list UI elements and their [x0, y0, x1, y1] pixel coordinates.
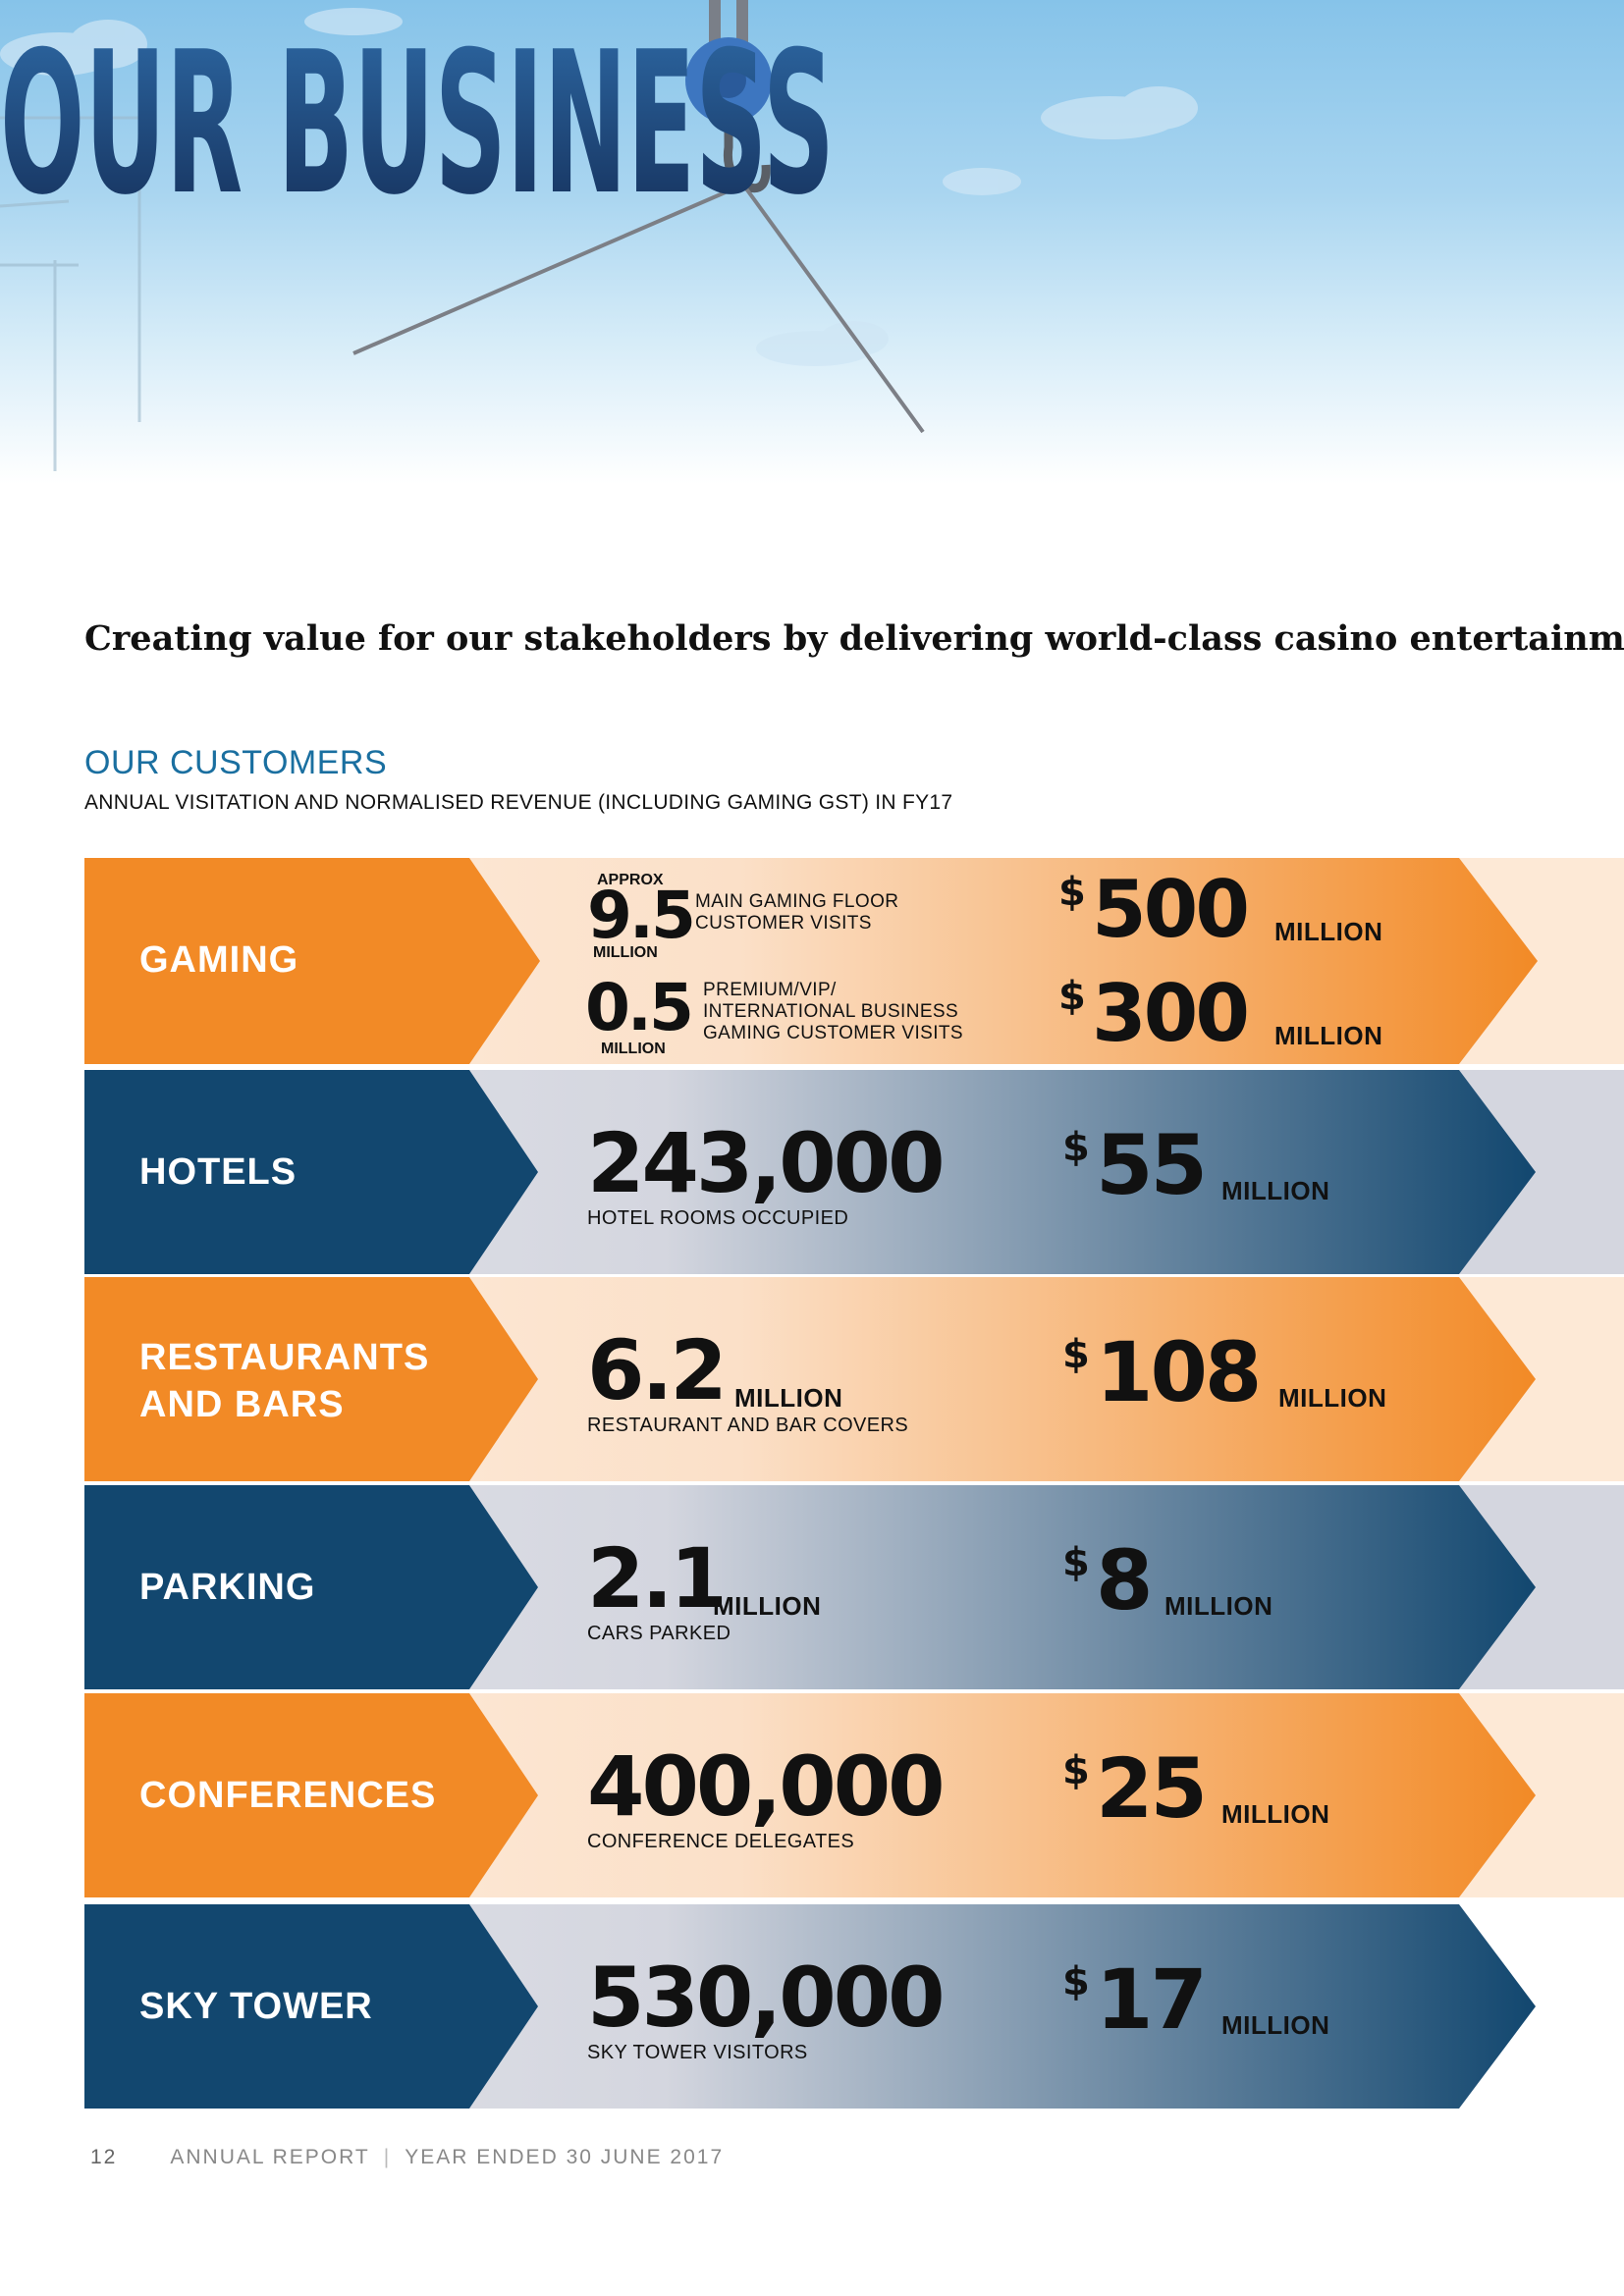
revenue-value: 108 [1096, 1324, 1262, 1420]
visitation-caption: HOTEL ROOMS OCCUPIED [587, 1207, 849, 1229]
main-visits-value: 9.5 [587, 878, 696, 953]
category-label: RESTAURANTS AND BARS [139, 1337, 430, 1425]
crane-hook-icon [352, 0, 925, 434]
visitation-caption: RESTAURANT AND BAR COVERS [587, 1415, 909, 1436]
visitation-value: 6.2 [587, 1322, 728, 1418]
visitation-value: 400,000 [587, 1738, 946, 1835]
page-number: 12 [90, 2146, 118, 2168]
approx-label: APPROX [597, 872, 664, 888]
section-heading: OUR CUSTOMERS [84, 744, 388, 781]
revenue-value: 55 [1096, 1117, 1208, 1213]
gaming-revenue-1: 500 [1092, 864, 1250, 955]
category-label: CONFERENCES [139, 1775, 437, 1816]
footer-divider: | [383, 2146, 392, 2168]
our-business-title-graphic: OUR BUSINESS [0, 10, 835, 236]
visitation-value: 530,000 [587, 1949, 946, 2046]
visitation-unit: MILLION [734, 1383, 843, 1413]
crane-silhouette-icon [0, 98, 147, 471]
gaming-revenue-2-unit: MILLION [1274, 1021, 1383, 1050]
vip-visits-value: 0.5 [585, 970, 694, 1045]
vip-visits-desc: PREMIUM/VIP/INTERNATIONAL BUSINESS GAMING… [703, 980, 963, 1043]
currency-symbol: $ [1058, 870, 1086, 915]
currency-symbol: $ [1062, 1332, 1090, 1377]
revenue-value: 8 [1096, 1532, 1153, 1629]
metric-row: CONFERENCES 400,000 CONFERENCE DELEGATES $2… [84, 1693, 1624, 1897]
gaming-row: GAMING APPROX 9.5 MILLION MAIN GAMING FL… [84, 858, 1624, 1064]
metric-row: PARKING 2.1 MILLION CARS PARKED $8 MILLION [84, 1485, 1624, 1689]
footer-period: YEAR ENDED 30 JUNE 2017 [405, 2146, 725, 2168]
currency-symbol: $ [1062, 1125, 1090, 1170]
category-label: HOTELS [139, 1151, 298, 1193]
vip-visits-unit: MILLION [601, 1041, 666, 1057]
revenue-unit: MILLION [1221, 1176, 1330, 1205]
currency-symbol: $ [1062, 1540, 1090, 1585]
currency-symbol: $ [1062, 1748, 1090, 1793]
metric-row: RESTAURANTS AND BARS 6.2 MILLION RESTAURANT … [84, 1277, 1624, 1481]
gaming-revenue-1-unit: MILLION [1274, 917, 1383, 946]
main-visits-unit: MILLION [593, 944, 658, 961]
section-subheading: ANNUAL VISITATION AND NORMALISED REVENUE… [84, 791, 953, 814]
footer: 12 ANNUAL REPORT | YEAR ENDED 30 JUNE 2017 [90, 2146, 724, 2169]
revenue-value: 17 [1096, 1951, 1208, 2048]
hero-banner: OUR BUSINESS [0, 0, 1624, 550]
metric-row: SKY TOWER 530,000 SKY TOWER VISITORS $17 MIL… [84, 1904, 1624, 2109]
gaming-revenue-2: 300 [1092, 968, 1250, 1059]
revenue-unit: MILLION [1278, 1383, 1387, 1413]
revenue-value: 25 [1096, 1740, 1208, 1837]
revenue-unit: MILLION [1221, 1799, 1330, 1829]
revenue-unit: MILLION [1164, 1591, 1273, 1621]
category-label: PARKING [139, 1567, 316, 1608]
visitation-caption: CARS PARKED [587, 1623, 731, 1644]
currency-symbol: $ [1062, 1959, 1090, 2004]
visitation-unit: MILLION [713, 1591, 822, 1621]
sky-illustration [0, 0, 1198, 471]
tagline: Creating value for our stakeholders by d… [84, 618, 1624, 659]
currency-symbol: $ [1058, 974, 1086, 1019]
main-visits-desc: MAIN GAMING FLOOR CUSTOMER VISITS [695, 891, 899, 934]
category-label: SKY TOWER [139, 1986, 373, 2027]
footer-doc: ANNUAL REPORT [170, 2146, 370, 2168]
page-title: OUR BUSINESS [0, 10, 835, 236]
visitation-caption: SKY TOWER VISITORS [587, 2042, 808, 2063]
visitation-value: 2.1 [587, 1530, 728, 1627]
gaming-label: GAMING [139, 939, 299, 981]
visitation-caption: CONFERENCE DELEGATES [587, 1831, 855, 1852]
visitation-value: 243,000 [587, 1115, 946, 1211]
revenue-unit: MILLION [1221, 2010, 1330, 2040]
metric-row: HOTELS 243,000 HOTEL ROOMS OCCUPIED $55 MILL… [84, 1070, 1624, 1274]
